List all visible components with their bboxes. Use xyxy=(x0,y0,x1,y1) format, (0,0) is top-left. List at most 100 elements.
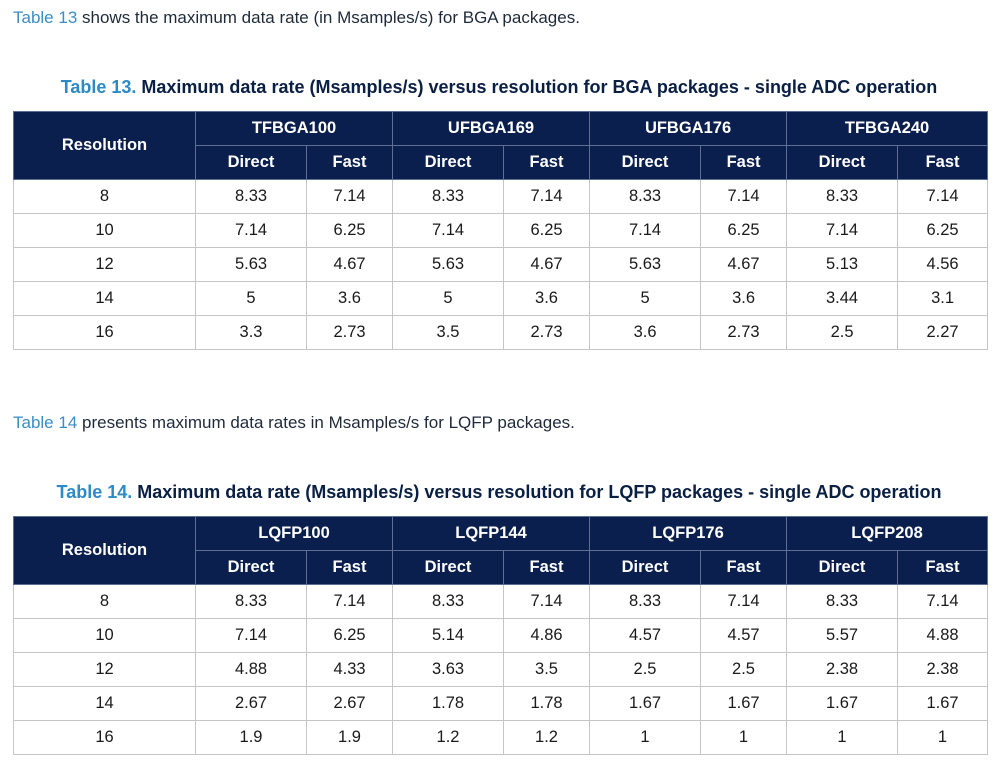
rate-cell: 3.44 xyxy=(786,281,899,316)
rate-cell: 6.25 xyxy=(305,213,394,248)
resolution-cell: 10 xyxy=(13,618,196,653)
rate-cell: 1.67 xyxy=(897,686,988,721)
resolution-cell: 16 xyxy=(13,720,196,755)
resolution-cell: 12 xyxy=(13,652,196,687)
rate-cell: 5.63 xyxy=(589,247,702,282)
table14-label: Table 14. xyxy=(56,482,133,502)
rate-cell: 3.5 xyxy=(392,315,505,350)
table-row: 14 5 3.6 5 3.6 5 3.6 3.44 3.1 xyxy=(13,281,989,316)
table13: Resolution TFBGA100 UFBGA169 UFBGA176 TFBGA2… xyxy=(13,111,989,350)
package-header: LQFP176 xyxy=(589,516,787,551)
fast-header: Fast xyxy=(700,145,788,180)
rate-cell: 3.1 xyxy=(897,281,989,316)
table14-caption: Table 14. Maximum data rate (Msamples/s)… xyxy=(0,481,998,503)
table-row: 16 3.3 2.73 3.5 2.73 3.6 2.73 2.5 2.27 xyxy=(13,315,989,350)
direct-header: Direct xyxy=(195,550,307,585)
rate-cell: 8.33 xyxy=(589,179,702,214)
rate-cell: 6.25 xyxy=(503,213,591,248)
rate-cell: 1 xyxy=(897,720,988,755)
rate-cell: 4.67 xyxy=(305,247,394,282)
rate-cell: 3.5 xyxy=(503,652,590,687)
direct-header: Direct xyxy=(195,145,307,180)
rate-cell: 2.67 xyxy=(306,686,393,721)
rate-cell: 1.9 xyxy=(195,720,307,755)
fast-header: Fast xyxy=(305,145,394,180)
table-row: 12 5.63 4.67 5.63 4.67 5.63 4.67 5.13 4.56 xyxy=(13,247,989,282)
table14-link[interactable]: Table 14 xyxy=(13,413,78,432)
rate-cell: 4.67 xyxy=(700,247,788,282)
package-header: LQFP144 xyxy=(392,516,590,551)
rate-cell: 2.73 xyxy=(503,315,591,350)
fast-header: Fast xyxy=(503,550,590,585)
rate-cell: 4.56 xyxy=(897,247,989,282)
rate-cell: 7.14 xyxy=(786,213,899,248)
resolution-header: Resolution xyxy=(13,516,196,585)
rate-cell: 5 xyxy=(195,281,307,316)
table13-link[interactable]: Table 13 xyxy=(13,8,78,27)
rate-cell: 7.14 xyxy=(589,213,702,248)
rate-cell: 1.67 xyxy=(700,686,787,721)
rate-cell: 3.3 xyxy=(195,315,307,350)
direct-header: Direct xyxy=(589,550,701,585)
rate-cell: 7.14 xyxy=(503,179,591,214)
fast-header: Fast xyxy=(503,145,591,180)
rate-cell: 1.67 xyxy=(786,686,898,721)
rate-cell: 5.63 xyxy=(195,247,307,282)
rate-cell: 8.33 xyxy=(392,179,505,214)
package-header: LQFP100 xyxy=(195,516,393,551)
rate-cell: 5.14 xyxy=(392,618,504,653)
table14-title: Maximum data rate (Msamples/s) versus re… xyxy=(132,482,942,502)
fast-header: Fast xyxy=(306,550,393,585)
rate-cell: 5.63 xyxy=(392,247,505,282)
resolution-cell: 10 xyxy=(13,213,196,248)
rate-cell: 8.33 xyxy=(786,179,899,214)
intro-paragraph-text: presents maximum data rates in Msamples/… xyxy=(77,413,575,432)
rate-cell: 1.2 xyxy=(503,720,590,755)
rate-cell: 5.57 xyxy=(786,618,898,653)
package-header: TFBGA100 xyxy=(194,111,394,146)
package-header: TFBGA240 xyxy=(786,111,989,146)
rate-cell: 4.86 xyxy=(503,618,590,653)
rate-cell: 5 xyxy=(392,281,505,316)
resolution-cell: 12 xyxy=(13,247,196,282)
rate-cell: 6.25 xyxy=(306,618,393,653)
direct-header: Direct xyxy=(392,145,505,180)
rate-cell: 7.14 xyxy=(195,213,307,248)
rate-cell: 4.57 xyxy=(700,618,787,653)
rate-cell: 4.57 xyxy=(589,618,701,653)
subheader-row: Direct Fast Direct Fast Direct Fast Direct Fast xyxy=(14,145,989,180)
table13-label: Table 13. xyxy=(60,77,137,97)
rate-cell: 2.5 xyxy=(786,315,899,350)
direct-header: Direct xyxy=(589,145,702,180)
rate-cell: 2.73 xyxy=(305,315,394,350)
rate-cell: 7.14 xyxy=(700,584,787,619)
table13-caption: Table 13. Maximum data rate (Msamples/s)… xyxy=(0,76,998,98)
rate-cell: 1.78 xyxy=(503,686,590,721)
header-row: Resolution TFBGA100 UFBGA169 UFBGA176 TFBGA2… xyxy=(13,111,989,180)
rate-cell: 8.33 xyxy=(786,584,898,619)
resolution-cell: 8 xyxy=(13,584,196,619)
intro-paragraph-table13: Table 13 shows the maximum data rate (in… xyxy=(13,8,580,28)
rate-cell: 7.14 xyxy=(195,618,307,653)
rate-cell: 4.88 xyxy=(897,618,988,653)
rate-cell: 1.78 xyxy=(392,686,504,721)
table-row: 10 7.14 6.25 5.14 4.86 4.57 4.57 5.57 4.88 xyxy=(13,618,988,653)
table-row: 10 7.14 6.25 7.14 6.25 7.14 6.25 7.14 6.25 xyxy=(13,213,989,248)
rate-cell: 3.63 xyxy=(392,652,504,687)
rate-cell: 7.14 xyxy=(305,179,394,214)
package-header: UFBGA169 xyxy=(392,111,591,146)
rate-cell: 7.14 xyxy=(897,584,988,619)
rate-cell: 3.6 xyxy=(589,315,702,350)
direct-header: Direct xyxy=(392,550,504,585)
rate-cell: 4.33 xyxy=(306,652,393,687)
rate-cell: 3.6 xyxy=(503,281,591,316)
package-header: LQFP208 xyxy=(786,516,988,551)
intro-paragraph-text: shows the maximum data rate (in Msamples… xyxy=(77,8,580,27)
rate-cell: 8.33 xyxy=(589,584,701,619)
rate-cell: 5.13 xyxy=(786,247,899,282)
fast-header: Fast xyxy=(700,550,787,585)
rate-cell: 1.67 xyxy=(589,686,701,721)
rate-cell: 7.14 xyxy=(700,179,788,214)
rate-cell: 2.73 xyxy=(700,315,788,350)
table-row: 8 8.33 7.14 8.33 7.14 8.33 7.14 8.33 7.14 xyxy=(13,584,988,619)
